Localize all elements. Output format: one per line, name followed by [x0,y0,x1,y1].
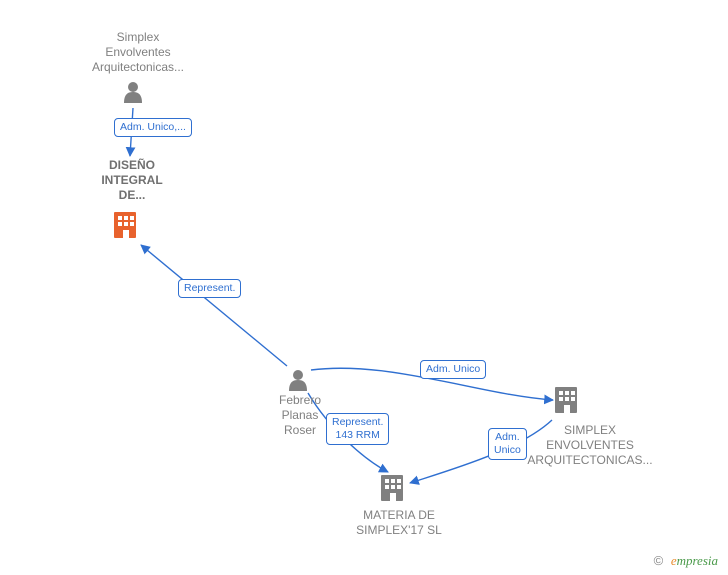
node-label-company-orange: DISEÑO INTEGRAL DE... [92,158,172,203]
edge-label-text: Unico [494,444,521,456]
edge-label-represent-143: Represent. 143 RRM [326,413,389,445]
node-icon-company-bottom[interactable] [381,475,403,501]
node-label-person-top: Simplex Envolventes Arquitectonicas... [88,30,188,75]
edge-label-text: Adm. Unico [426,363,480,375]
node-icon-company-right[interactable] [555,387,577,413]
edge-label-adm-bottom: Adm. Unico [488,428,527,460]
copyright-symbol: © [654,553,664,568]
node-label-person-center: Febrero Planas Roser [274,393,326,438]
brand-part2: mpresia [677,553,718,568]
diagram-canvas [0,0,728,575]
node-icon-person-top[interactable] [124,82,142,103]
node-label-company-bottom: MATERIA DE SIMPLEX'17 SL [354,508,444,538]
edge-label-adm-top: Adm. Unico,... [114,118,192,137]
node-icon-company-orange[interactable] [114,212,136,238]
edge-label-text: Adm. Unico,... [120,121,186,133]
edge-label-text: 143 RRM [336,429,380,441]
edge-label-text: Adm. [495,431,520,443]
footer-brand: © empresia [654,553,718,569]
edge-label-represent: Represent. [178,279,241,298]
edge-label-text: Represent. [332,416,383,428]
edge-label-adm-right: Adm. Unico [420,360,486,379]
edge-e-repr [141,245,287,366]
node-label-company-right: SIMPLEX ENVOLVENTES ARQUITECTONICAS... [520,423,660,468]
node-icon-person-center[interactable] [289,370,307,391]
edge-label-text: Represent. [184,282,235,294]
